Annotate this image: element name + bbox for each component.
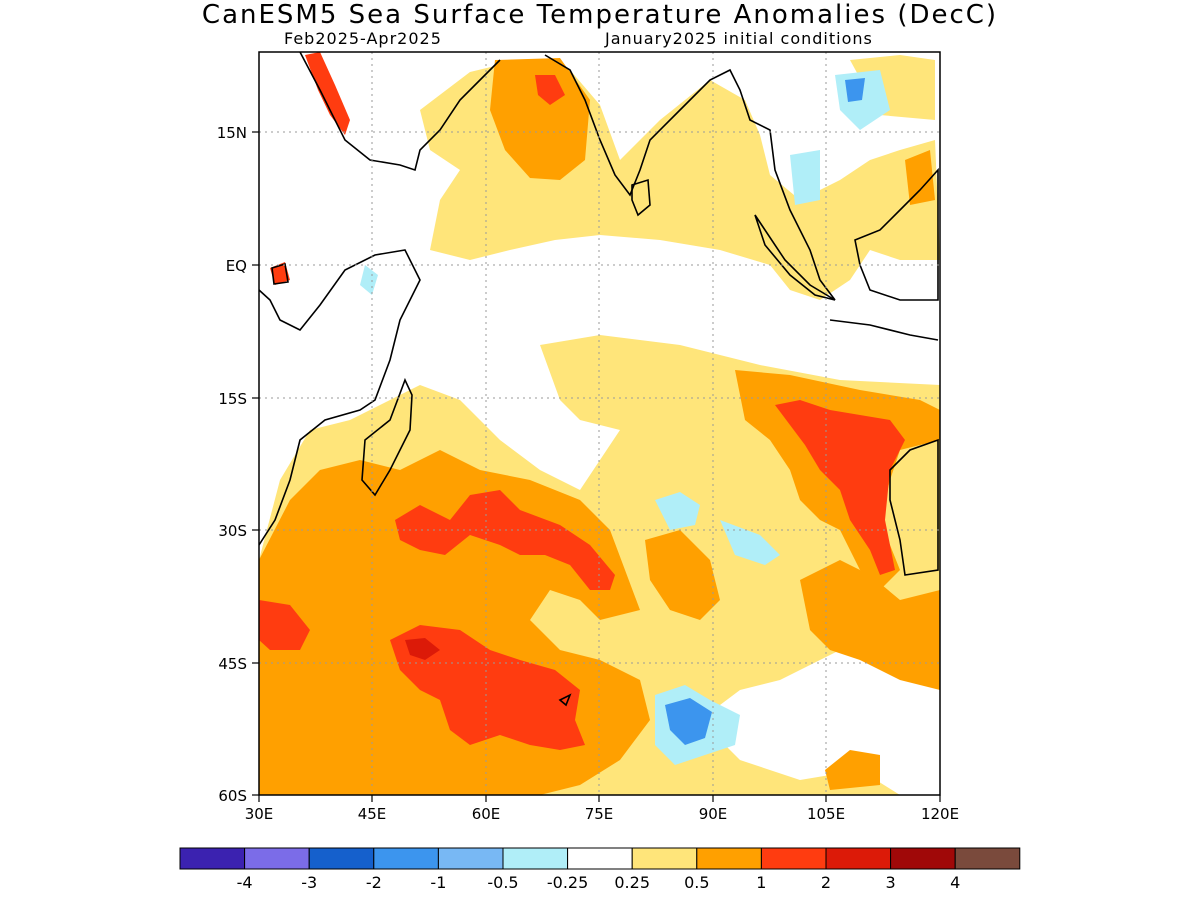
initial-conditions: January2025 initial conditions <box>605 29 873 48</box>
colorbar-swatch <box>373 847 439 870</box>
forecast-period: Feb2025-Apr2025 <box>284 29 442 48</box>
colorbar-label: -2 <box>366 873 382 892</box>
colorbar-label: 3 <box>886 873 896 892</box>
tick-marks <box>252 131 941 802</box>
colorbar-swatch <box>890 847 956 870</box>
colorbar-label: -3 <box>301 873 317 892</box>
colorbar-swatch <box>244 847 310 870</box>
y-tick-label: 30S <box>218 522 247 540</box>
coastlines <box>259 52 939 707</box>
colorbar-swatch <box>437 847 504 870</box>
colorbar-swatch <box>760 847 827 870</box>
map-title: CanESM5 Sea Surface Temperature Anomalie… <box>201 0 999 30</box>
colorbar-swatch <box>308 847 375 870</box>
y-tick-label: 45S <box>218 655 247 673</box>
x-tick-label: 45E <box>358 805 387 823</box>
anomaly-1-2 <box>259 52 905 750</box>
colorbar-swatch <box>696 847 762 870</box>
x-tick-label: 30E <box>245 805 274 823</box>
anomaly-2-3 <box>405 638 440 660</box>
colorbar-label: -1 <box>430 873 446 892</box>
y-tick-label: 15S <box>218 390 247 408</box>
x-tick-label: 75E <box>585 805 614 823</box>
colorbar-label: 1 <box>756 873 766 892</box>
colorbar-label: -4 <box>237 873 253 892</box>
x-tick-label: 120E <box>921 805 959 823</box>
colorbar-label: 0.5 <box>684 873 709 892</box>
colorbar-swatch <box>502 847 569 870</box>
x-tick-label: 105E <box>807 805 845 823</box>
anomaly-neg-1 <box>665 78 865 745</box>
x-tick-label: 90E <box>699 805 728 823</box>
colorbar-swatch <box>567 847 633 870</box>
graticule <box>259 52 940 795</box>
x-tick-label: 60E <box>472 805 501 823</box>
y-tick-label: 15N <box>217 124 247 142</box>
y-tick-label: 60S <box>218 787 247 805</box>
colorbar-label: -0.5 <box>487 873 518 892</box>
colorbar-label: -0.25 <box>547 873 588 892</box>
colorbar: -4 -3 -2 -1 -0.5 -0.25 0.25 0.5 1 2 3 4 <box>179 847 1021 892</box>
y-tick-label: EQ <box>226 257 247 275</box>
colorbar-swatch <box>825 847 892 870</box>
colorbar-label: 2 <box>821 873 831 892</box>
colorbar-label: 4 <box>950 873 960 892</box>
colorbar-swatch <box>954 847 1021 870</box>
colorbar-swatch <box>631 847 698 870</box>
colorbar-label: 0.25 <box>614 873 650 892</box>
colorbar-swatch <box>179 847 246 870</box>
